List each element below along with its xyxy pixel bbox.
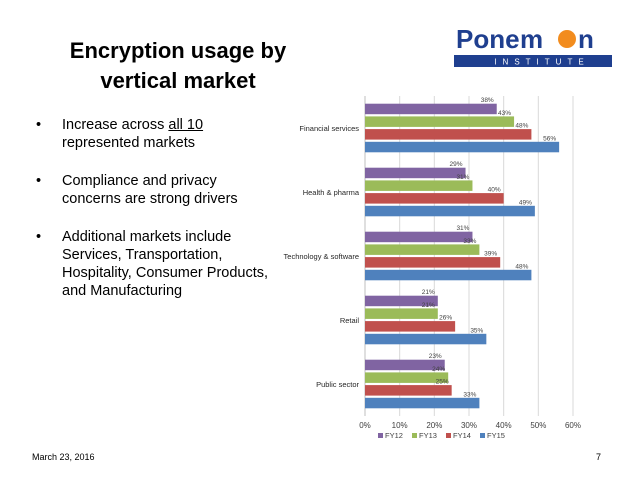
data-label: 25% [436, 379, 449, 386]
logo-orange-dot [558, 30, 576, 48]
data-label: 29% [450, 161, 463, 168]
bullet-text: represented markets [62, 135, 195, 151]
bar-fy15 [365, 269, 532, 281]
bar-fy13 [365, 244, 480, 255]
x-tick-label: 50% [530, 421, 546, 430]
bar-fy15 [365, 205, 535, 217]
data-label: 31% [456, 225, 469, 232]
bullet-item: Additional markets include Services, Tra… [34, 228, 274, 300]
bar-fy15 [365, 333, 487, 345]
logo-text-po: Pone [456, 24, 520, 54]
ponemon-logo: Pone m n INSTITUTE [454, 24, 612, 67]
legend-label: FY14 [453, 431, 471, 440]
data-label: 48% [515, 263, 528, 270]
category-label: Public sector [316, 380, 359, 389]
data-label: 48% [515, 123, 528, 130]
bar-fy15 [365, 141, 560, 153]
legend-label: FY15 [487, 431, 505, 440]
bar-fy12 [365, 295, 438, 307]
legend-swatch [378, 433, 383, 438]
logo-text-n: n [578, 24, 594, 54]
bar-fy13 [365, 180, 473, 191]
x-tick-label: 40% [496, 421, 512, 430]
title-line-1: Encryption usage by [69, 38, 287, 63]
bar-fy12 [365, 231, 473, 243]
bar-fy12 [365, 103, 497, 115]
legend-label: FY12 [385, 431, 403, 440]
logo-bar [454, 55, 612, 67]
data-label: 43% [498, 110, 511, 117]
category-label: Retail [340, 316, 360, 325]
data-label: 33% [463, 391, 476, 398]
category-label: Technology & software [284, 252, 359, 261]
category-label: Financial services [299, 124, 359, 133]
bullet-underlined-text: all 10 [168, 117, 204, 133]
bar-fy14 [365, 321, 456, 332]
data-label: 56% [543, 135, 556, 142]
title-line-2: vertical market [100, 68, 256, 93]
x-tick-label: 0% [359, 421, 371, 430]
legend-label: FY13 [419, 431, 437, 440]
data-label: 33% [463, 238, 476, 245]
data-label: 35% [470, 327, 483, 334]
bullet-text: Increase across [62, 117, 169, 133]
x-tick-label: 30% [461, 421, 477, 430]
data-label: 40% [488, 187, 501, 194]
x-tick-label: 20% [426, 421, 442, 430]
data-label: 21% [422, 289, 435, 296]
x-tick-label: 60% [565, 421, 581, 430]
footer-date: March 23, 2016 [32, 452, 95, 462]
bullet-list: Increase across all 10 represented marke… [34, 116, 274, 320]
data-label: 38% [481, 97, 494, 104]
bar-fy13 [365, 308, 438, 319]
bar-fy14 [365, 385, 452, 396]
data-label: 31% [456, 174, 469, 181]
data-label: 23% [429, 353, 442, 360]
bullet-item: Compliance and privacy concerns are stro… [34, 172, 274, 208]
bar-fy13 [365, 116, 515, 127]
data-label: 39% [484, 251, 497, 258]
bar-fy14 [365, 257, 501, 268]
bar-fy15 [365, 397, 480, 409]
data-label: 26% [439, 315, 452, 322]
data-label: 21% [422, 302, 435, 309]
logo-text-m: m [520, 24, 543, 54]
category-label: Health & pharma [303, 188, 360, 197]
bar-fy14 [365, 129, 532, 140]
data-label: 24% [432, 366, 445, 373]
logo-subtitle: INSTITUTE [494, 58, 589, 67]
page-number: 7 [596, 452, 602, 462]
slide-title: Encryption usage by vertical market [40, 36, 316, 96]
bar-fy12 [365, 167, 466, 179]
legend-swatch [412, 433, 417, 438]
x-tick-label: 10% [392, 421, 408, 430]
legend-swatch [480, 433, 485, 438]
bar-fy13 [365, 372, 449, 383]
legend-swatch [446, 433, 451, 438]
bar-fy12 [365, 359, 445, 371]
bullet-item: Increase across all 10 represented marke… [34, 116, 274, 152]
bar-fy14 [365, 193, 504, 204]
data-label: 49% [519, 199, 532, 206]
